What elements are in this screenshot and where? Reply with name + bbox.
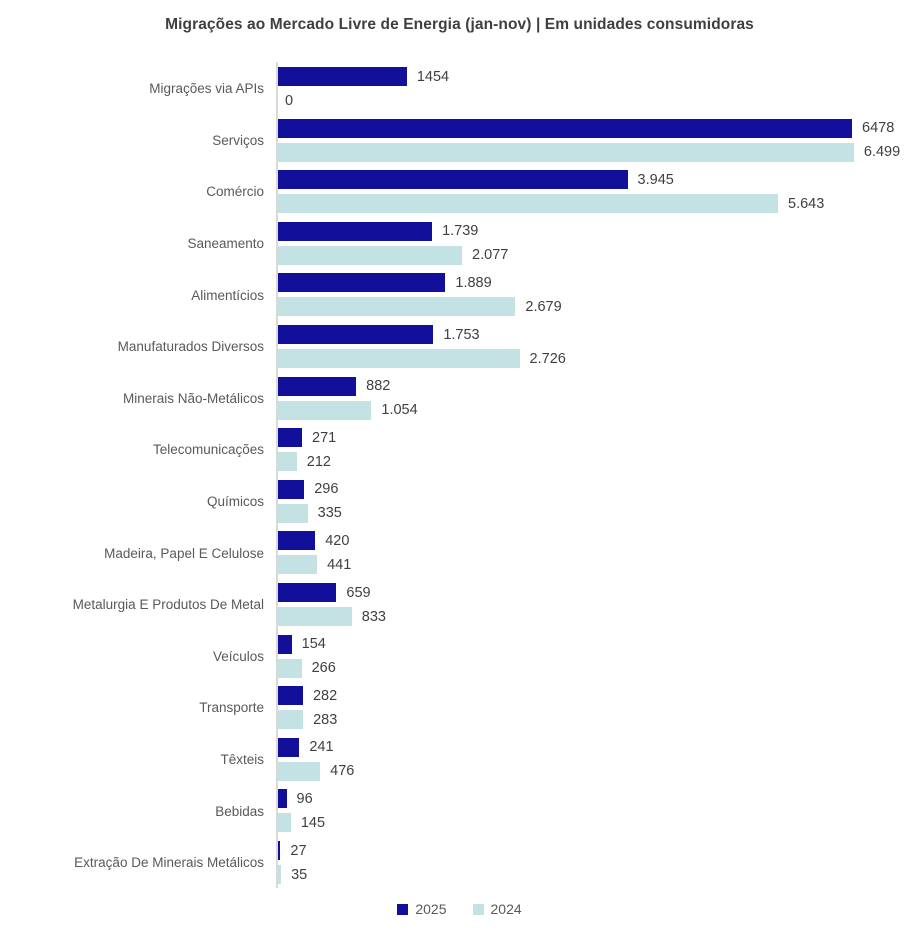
bar-2024 [278, 658, 302, 678]
value-label-2024: 833 [361, 608, 386, 625]
bar-2024 [278, 761, 321, 781]
legend-item-2024: 2024 [472, 901, 522, 917]
value-label-2024: 35 [291, 866, 308, 883]
category-label: Serviços [212, 132, 264, 148]
category-label: Têxteis [220, 752, 264, 768]
value-label-2025: 1454 [416, 68, 450, 85]
value-label-2024: 5.643 [788, 195, 825, 212]
bar-2025 [278, 583, 337, 602]
chart-title: Migrações ao Mercado Livre de Energia (j… [165, 16, 754, 33]
value-label-2024: 145 [300, 814, 326, 831]
category-label: Químicos [206, 494, 264, 510]
bar-2024 [278, 245, 463, 265]
bar-2024 [278, 710, 304, 730]
value-label-2024: 2.077 [472, 247, 509, 264]
value-label-2024: 0 [285, 92, 294, 109]
value-label-2024: 441 [327, 556, 352, 573]
value-label-2025: 659 [346, 584, 371, 601]
bar-2024 [278, 194, 778, 214]
bar-2025 [278, 67, 407, 86]
bar-2025 [278, 376, 357, 396]
bar-2025 [278, 221, 433, 241]
legend-item-2025: 2025 [397, 901, 447, 917]
bar-2025 [278, 737, 300, 757]
category-label: Veículos [212, 648, 264, 664]
bar-2025 [278, 325, 434, 344]
value-label-2024: 6.499 [863, 144, 901, 161]
value-label-2024: 335 [317, 505, 342, 522]
bar-2025 [278, 841, 281, 860]
value-label-2025: 3.945 [637, 171, 674, 188]
category-label: Telecomunicações [152, 442, 264, 458]
bar-2025 [278, 789, 287, 809]
bar-2024 [278, 297, 516, 317]
bar-2025 [278, 118, 852, 138]
bar-2024 [278, 503, 308, 523]
bar-2025 [278, 479, 305, 499]
value-label-2025: 241 [309, 739, 334, 756]
value-label-2025: 96 [296, 790, 313, 807]
bar-2025 [278, 531, 316, 551]
category-label: Metalurgia E Produtos De Metal [72, 597, 264, 613]
value-label-2025: 27 [290, 842, 307, 859]
category-label: Madeira, Papel E Celulose [104, 545, 264, 561]
bar-2025 [278, 634, 292, 654]
category-label: Alimentícios [191, 287, 264, 303]
bar-2024 [278, 400, 372, 420]
value-label-2025: 1.889 [455, 274, 492, 291]
value-label-2025: 1.739 [442, 223, 479, 240]
value-label-2025: 420 [325, 532, 350, 549]
value-label-2024: 283 [313, 711, 338, 728]
legend-swatch-icon [397, 903, 409, 915]
value-label-2025: 1.753 [443, 326, 480, 343]
category-label: Manufaturados Diversos [117, 339, 264, 355]
category-label: Migrações via APIs [149, 81, 264, 97]
legend: 2025 2024 [0, 901, 919, 917]
value-label-2025: 6478 [862, 120, 895, 137]
category-label: Extração De Minerais Metálicos [74, 855, 264, 871]
bar-2024 [278, 555, 318, 575]
value-label-2024: 2.679 [525, 298, 562, 315]
value-label-2025: 282 [312, 687, 338, 704]
bar-2024 [278, 452, 297, 472]
bar-2024 [278, 349, 520, 368]
legend-swatch-icon [472, 903, 484, 915]
bar-2024 [278, 142, 854, 162]
value-label-2024: 266 [311, 660, 336, 677]
legend-label: 2024 [490, 901, 522, 917]
value-label-2025: 882 [366, 378, 391, 395]
value-label-2025: 296 [314, 481, 339, 498]
bar-2024 [278, 865, 282, 884]
bar-2025 [278, 170, 628, 190]
legend-label: 2025 [415, 901, 447, 917]
value-label-2025: 154 [301, 636, 326, 653]
bar-2024 [278, 813, 291, 833]
value-label-2024: 2.726 [529, 350, 566, 367]
bar-2025 [278, 273, 446, 293]
bar-2024 [278, 607, 352, 626]
category-label: Transporte [199, 700, 264, 716]
category-label: Comércio [206, 184, 264, 200]
value-label-2025: 271 [312, 429, 337, 446]
value-label-2024: 476 [330, 763, 355, 780]
value-label-2024: 212 [306, 453, 331, 470]
bar-2025 [278, 428, 302, 448]
bar-2025 [278, 686, 303, 706]
y-axis-line [276, 62, 278, 888]
category-label: Saneamento [187, 236, 264, 252]
category-label: Bebidas [215, 803, 264, 819]
value-label-2024: 1.054 [381, 402, 418, 419]
category-label: Minerais Não-Metálicos [122, 390, 264, 406]
